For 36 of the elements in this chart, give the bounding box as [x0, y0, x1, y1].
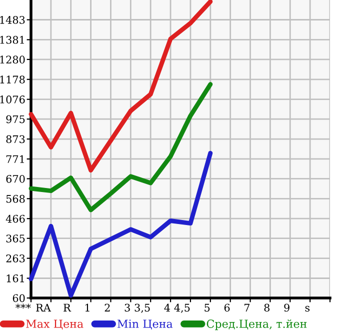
x-tick-label: 4: [164, 304, 170, 312]
y-tick-label: 263: [6, 254, 25, 262]
legend-label: Min Цена: [118, 320, 173, 330]
y-tick-label: 771: [6, 155, 24, 163]
x-tick-label: 6: [224, 304, 230, 312]
x-tick-label: R: [64, 304, 72, 312]
x-tick-label: 3: [124, 304, 130, 312]
x-tick-label: s: [305, 306, 310, 312]
x-tick-label: 5: [204, 304, 210, 312]
x-tick-label: ***: [16, 304, 31, 308]
y-tick-label: 466: [6, 214, 25, 223]
y-tick-label: 1178: [0, 76, 25, 84]
line-series: [28, 82, 213, 212]
y-tick-label: 161: [6, 274, 24, 282]
legend-label: Сред.Цена, т.йен: [206, 319, 307, 330]
x-tick-label: 2: [104, 304, 110, 312]
x-tick-label: 7: [244, 304, 250, 312]
line-series: [28, 0, 213, 173]
x-tick-label: 9: [284, 304, 290, 312]
x-tick-label: 8: [264, 304, 270, 312]
y-tick-label: 365: [6, 234, 25, 242]
y-tick-label: 60: [12, 294, 25, 302]
y-tick-label: 568: [6, 194, 25, 203]
x-tick-label: 1: [85, 304, 90, 312]
y-tick-label: 873: [6, 135, 25, 144]
x-tick-label: 4,5: [174, 304, 190, 313]
x-tick-label: RA: [36, 304, 52, 312]
y-tick-label: 1076: [0, 96, 25, 104]
line-series: [28, 150, 213, 298]
y-tick-label: 1280: [0, 56, 25, 64]
y-tick-label: 1483: [0, 16, 25, 24]
y-tick-label: 670: [6, 174, 25, 183]
x-tick-label: 3,5: [134, 304, 150, 313]
y-tick-label: 1381: [0, 36, 24, 44]
y-tick-label: 975: [6, 115, 25, 124]
legend-label: Max Цена: [26, 320, 84, 330]
